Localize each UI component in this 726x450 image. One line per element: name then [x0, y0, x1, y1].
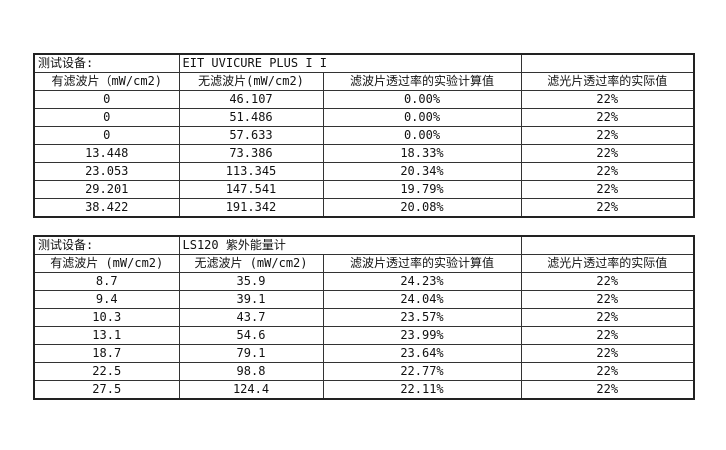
table-row: 27.5 124.4 22.11% 22% [33, 380, 695, 400]
table-row: 29.201 147.541 19.79% 22% [33, 180, 695, 199]
header-row: 有滤波片（mW/cm2) 无滤波片(mW/cm2) 滤波片透过率的实验计算值 滤光片透… [33, 72, 695, 91]
table-cell: 8.7 [33, 272, 180, 291]
table-cell: 22% [520, 198, 695, 218]
table-cell: 18.33% [322, 144, 522, 163]
table-cell: 191.342 [178, 198, 324, 218]
column-header: 滤波片透过率的实验计算值 [322, 72, 522, 91]
table-row: 10.3 43.7 23.57% 22% [33, 308, 695, 327]
device-row: 测试设备: EIT UVICURE PLUS I I [33, 53, 695, 73]
table-cell: 57.633 [178, 126, 324, 145]
device-name: EIT UVICURE PLUS I I [178, 53, 522, 73]
table-row: 0 51.486 0.00% 22% [33, 108, 695, 127]
table-row: 22.5 98.8 22.77% 22% [33, 362, 695, 381]
table-cell: 13.1 [33, 326, 180, 345]
table-cell: 0.00% [322, 108, 522, 127]
table-row: 38.422 191.342 20.08% 22% [33, 198, 695, 218]
table-cell: 20.34% [322, 162, 522, 181]
table-cell: 23.64% [322, 344, 522, 363]
table-cell: 0.00% [322, 90, 522, 109]
table-row: 0 46.107 0.00% 22% [33, 90, 695, 109]
column-header: 滤光片透过率的实际值 [520, 254, 695, 273]
table-cell: 22.5 [33, 362, 180, 381]
device-label: 测试设备: [33, 53, 180, 73]
device-label: 测试设备: [33, 235, 180, 255]
table-cell: 0 [33, 90, 180, 109]
table-row: 13.448 73.386 18.33% 22% [33, 144, 695, 163]
table-cell: 79.1 [178, 344, 324, 363]
table-cell: 147.541 [178, 180, 324, 199]
header-row: 有滤波片 (mW/cm2) 无滤波片 (mW/cm2) 滤波片透过率的实验计算值 滤光… [33, 254, 695, 273]
table-cell: 0 [33, 126, 180, 145]
table-row: 0 57.633 0.00% 22% [33, 126, 695, 145]
empty-cell [520, 235, 695, 255]
table-row: 18.7 79.1 23.64% 22% [33, 344, 695, 363]
table-cell: 24.23% [322, 272, 522, 291]
table-cell: 22% [520, 344, 695, 363]
table-cell: 22% [520, 308, 695, 327]
table-cell: 22% [520, 326, 695, 345]
table-cell: 124.4 [178, 380, 324, 400]
table-row: 23.053 113.345 20.34% 22% [33, 162, 695, 181]
table-cell: 22% [520, 162, 695, 181]
table-cell: 22% [520, 290, 695, 309]
column-header: 滤光片透过率的实际值 [520, 72, 695, 91]
table-cell: 18.7 [33, 344, 180, 363]
table-cell: 22% [520, 180, 695, 199]
table-row: 9.4 39.1 24.04% 22% [33, 290, 695, 309]
column-header: 有滤波片（mW/cm2) [33, 72, 180, 91]
device-row: 测试设备: LS120 紫外能量计 [33, 235, 695, 255]
table-cell: 19.79% [322, 180, 522, 199]
table-cell: 38.422 [33, 198, 180, 218]
device-name: LS120 紫外能量计 [178, 235, 522, 255]
table-cell: 22% [520, 272, 695, 291]
table-cell: 0 [33, 108, 180, 127]
column-header: 滤波片透过率的实验计算值 [322, 254, 522, 273]
column-header: 无滤波片 (mW/cm2) [178, 254, 324, 273]
table-row: 8.7 35.9 24.23% 22% [33, 272, 695, 291]
empty-cell [520, 53, 695, 73]
table-cell: 24.04% [322, 290, 522, 309]
table-cell: 22% [520, 362, 695, 381]
table-cell: 23.99% [322, 326, 522, 345]
table-cell: 39.1 [178, 290, 324, 309]
table-cell: 113.345 [178, 162, 324, 181]
column-header: 无滤波片(mW/cm2) [178, 72, 324, 91]
table-cell: 98.8 [178, 362, 324, 381]
table-cell: 9.4 [33, 290, 180, 309]
table-cell: 27.5 [33, 380, 180, 400]
measurement-table-1: 测试设备: EIT UVICURE PLUS I I 有滤波片（mW/cm2) 无滤波… [33, 53, 695, 218]
table-cell: 10.3 [33, 308, 180, 327]
table-cell: 20.08% [322, 198, 522, 218]
table-cell: 23.053 [33, 162, 180, 181]
table-cell: 22.77% [322, 362, 522, 381]
table-cell: 13.448 [33, 144, 180, 163]
table-cell: 29.201 [33, 180, 180, 199]
table-cell: 22% [520, 90, 695, 109]
table-cell: 46.107 [178, 90, 324, 109]
measurement-table-2: 测试设备: LS120 紫外能量计 有滤波片 (mW/cm2) 无滤波片 (mW/cm… [33, 235, 695, 400]
table-cell: 22% [520, 126, 695, 145]
table-cell: 22.11% [322, 380, 522, 400]
table-cell: 22% [520, 108, 695, 127]
table-cell: 43.7 [178, 308, 324, 327]
table-cell: 23.57% [322, 308, 522, 327]
table-row: 13.1 54.6 23.99% 22% [33, 326, 695, 345]
table-cell: 51.486 [178, 108, 324, 127]
column-header: 有滤波片 (mW/cm2) [33, 254, 180, 273]
table-cell: 35.9 [178, 272, 324, 291]
table-cell: 0.00% [322, 126, 522, 145]
table-cell: 73.386 [178, 144, 324, 163]
table-cell: 22% [520, 144, 695, 163]
table-cell: 54.6 [178, 326, 324, 345]
table-cell: 22% [520, 380, 695, 400]
